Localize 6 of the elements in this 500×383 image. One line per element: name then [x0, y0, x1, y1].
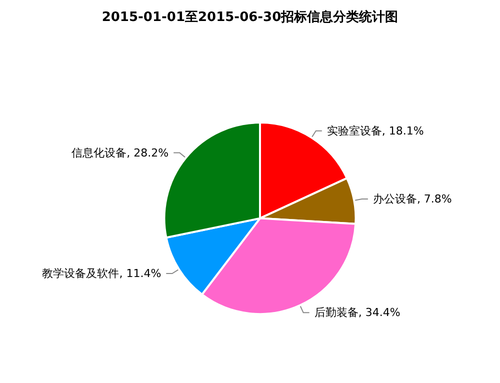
slice-label: 办公设备, 7.8% — [372, 192, 452, 206]
chart-title: 2015-01-01至2015-06-30招标信息分类统计图 — [102, 9, 398, 25]
slice-label: 后勤装备, 34.4% — [314, 306, 400, 320]
slice-label: 教学设备及软件, 11.4% — [42, 267, 162, 280]
slice-label: 实验室设备, 18.1% — [326, 124, 424, 138]
slice-label: 信息化设备, 28.2% — [72, 146, 169, 160]
